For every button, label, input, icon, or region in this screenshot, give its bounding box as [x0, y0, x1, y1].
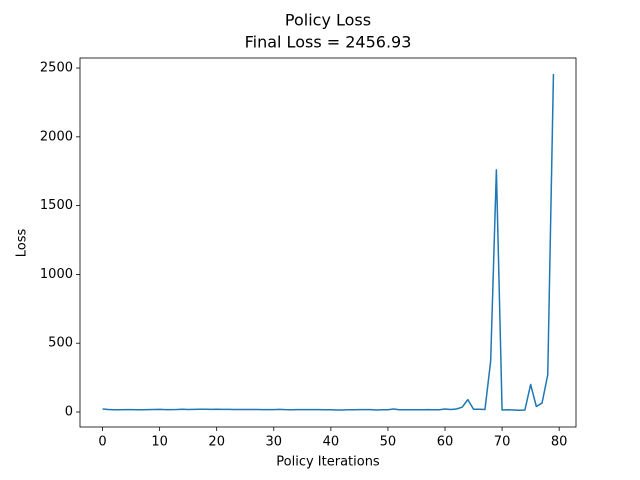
x-tick-label: 20: [208, 435, 225, 450]
y-tick-label: 2500: [40, 61, 73, 76]
line: [102, 73, 555, 411]
x-tick-label: 40: [323, 435, 340, 450]
y-tick-label: 1000: [40, 267, 73, 282]
y-tick-label: 1500: [40, 198, 73, 213]
x-tick-label: 30: [266, 435, 283, 450]
plot-frame: [79, 57, 577, 428]
x-tick-label: 60: [437, 435, 454, 450]
y-tick-label: 0: [65, 405, 73, 420]
chart-subtitle: Final Loss = 2456.93: [245, 33, 412, 52]
x-tick-label: 70: [494, 435, 511, 450]
x-tick-label: 80: [551, 435, 568, 450]
x-tick-label: 50: [380, 435, 397, 450]
x-tick-label: 10: [151, 435, 168, 450]
x-tick-label: 0: [98, 435, 106, 450]
chart-title: Policy Loss: [285, 11, 371, 30]
x-axis-label: Policy Iterations: [276, 455, 380, 470]
y-axis-label: Loss: [15, 229, 30, 258]
y-tick-label: 2000: [40, 129, 73, 144]
y-tick-label: 500: [48, 336, 73, 351]
